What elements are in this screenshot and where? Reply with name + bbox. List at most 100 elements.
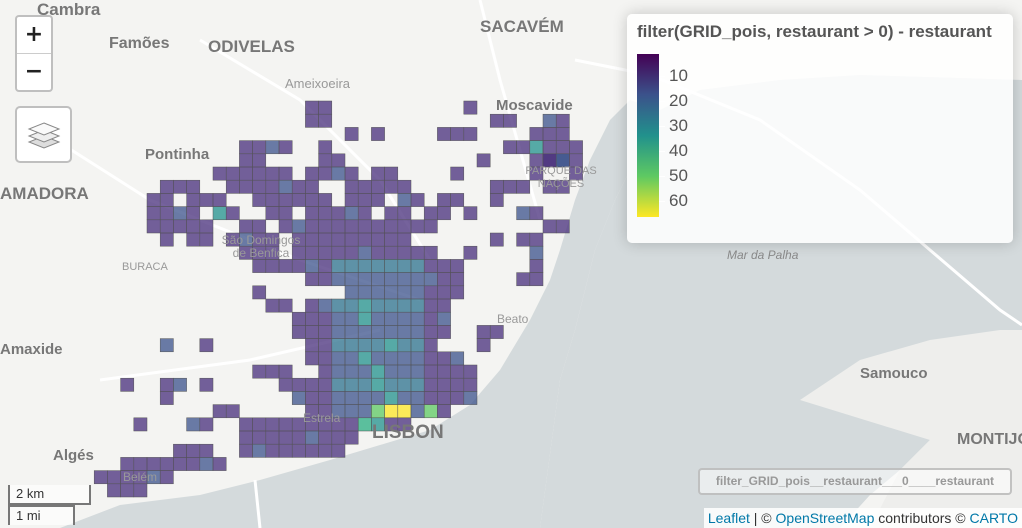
grid-cell[interactable]: [357, 391, 372, 405]
grid-cell[interactable]: [555, 140, 570, 155]
grid-cell[interactable]: [239, 443, 253, 458]
grid-cell[interactable]: [437, 325, 451, 339]
grid-cell[interactable]: [252, 219, 267, 234]
grid-cell[interactable]: [265, 298, 280, 313]
grid-cell[interactable]: [212, 166, 227, 181]
grid-cell[interactable]: [437, 206, 451, 221]
grid-cell[interactable]: [555, 179, 570, 194]
grid-cell[interactable]: [318, 351, 333, 366]
grid-cell[interactable]: [410, 364, 425, 379]
grid-cell[interactable]: [318, 259, 333, 273]
grid-cell[interactable]: [503, 113, 517, 128]
grid-cell[interactable]: [384, 285, 399, 300]
leaflet-link[interactable]: Leaflet: [707, 510, 750, 526]
grid-cell[interactable]: [463, 245, 478, 260]
grid-cell[interactable]: [107, 470, 121, 485]
grid-cell[interactable]: [305, 430, 319, 445]
grid-cell[interactable]: [397, 417, 412, 432]
grid-cell[interactable]: [318, 430, 333, 445]
grid-cell[interactable]: [278, 417, 293, 432]
grid-cell[interactable]: [331, 272, 346, 287]
grid-cell[interactable]: [397, 285, 412, 300]
grid-cell[interactable]: [331, 166, 346, 181]
grid-cell[interactable]: [146, 219, 161, 234]
grid-cell[interactable]: [120, 377, 135, 392]
grid-cell[interactable]: [450, 364, 465, 379]
grid-cell[interactable]: [410, 311, 425, 326]
grid-cell[interactable]: [371, 219, 385, 234]
grid-cell[interactable]: [384, 338, 399, 353]
grid-cell[interactable]: [225, 206, 240, 221]
grid-cell[interactable]: [344, 245, 359, 260]
grid-cell[interactable]: [410, 351, 425, 366]
grid-cell[interactable]: [318, 272, 333, 287]
grid-cell[interactable]: [159, 219, 174, 234]
grid-cell[interactable]: [305, 298, 319, 313]
grid-cell[interactable]: [397, 338, 412, 353]
grid-cell[interactable]: [529, 127, 544, 141]
grid-cell[interactable]: [159, 338, 174, 353]
grid-cell[interactable]: [397, 272, 412, 287]
grid-cell[interactable]: [278, 179, 293, 194]
grid-cell[interactable]: [199, 338, 214, 353]
grid-cell[interactable]: [371, 351, 385, 366]
grid-cell[interactable]: [423, 377, 438, 392]
grid-cell[interactable]: [291, 443, 306, 458]
grid-cell[interactable]: [437, 298, 451, 313]
grid-cell[interactable]: [384, 404, 399, 419]
grid-cell[interactable]: [239, 417, 253, 432]
grid-cell[interactable]: [318, 298, 333, 313]
grid-cell[interactable]: [542, 140, 557, 155]
grid-cell[interactable]: [423, 259, 438, 273]
grid-cell[interactable]: [437, 364, 451, 379]
grid-cell[interactable]: [357, 285, 372, 300]
grid-cell[interactable]: [357, 351, 372, 366]
grid-cell[interactable]: [437, 193, 451, 207]
grid-cell[interactable]: [159, 193, 174, 207]
grid-cell[interactable]: [278, 166, 293, 181]
grid-cell[interactable]: [331, 259, 346, 273]
grid-cell[interactable]: [450, 166, 465, 181]
grid-cell[interactable]: [450, 377, 465, 392]
grid-cell[interactable]: [146, 206, 161, 221]
grid-cell[interactable]: [410, 404, 425, 419]
grid-cell[interactable]: [278, 298, 293, 313]
grid-cell[interactable]: [278, 206, 293, 221]
grid-cell[interactable]: [278, 259, 293, 273]
grid-cell[interactable]: [384, 272, 399, 287]
grid-cell[interactable]: [463, 206, 478, 221]
grid-cell[interactable]: [173, 179, 187, 194]
grid-cell[interactable]: [450, 259, 465, 273]
grid-cell[interactable]: [397, 206, 412, 221]
grid-cell[interactable]: [159, 377, 174, 392]
grid-cell[interactable]: [331, 364, 346, 379]
grid-cell[interactable]: [397, 364, 412, 379]
grid-cell[interactable]: [410, 377, 425, 392]
grid-cell[interactable]: [265, 193, 280, 207]
grid-cell[interactable]: [344, 325, 359, 339]
grid-cell[interactable]: [239, 153, 253, 168]
grid-cell[interactable]: [344, 298, 359, 313]
grid-cell[interactable]: [542, 219, 557, 234]
grid-cell[interactable]: [357, 338, 372, 353]
grid-cell[interactable]: [397, 298, 412, 313]
grid-cell[interactable]: [423, 338, 438, 353]
grid-cell[interactable]: [331, 338, 346, 353]
grid-cell[interactable]: [423, 325, 438, 339]
grid-cell[interactable]: [93, 470, 108, 485]
grid-cell[interactable]: [371, 127, 385, 141]
grid-cell[interactable]: [397, 232, 412, 247]
grid-cell[interactable]: [423, 272, 438, 287]
grid-cell[interactable]: [384, 259, 399, 273]
grid-cell[interactable]: [371, 364, 385, 379]
grid-cell[interactable]: [384, 245, 399, 260]
grid-cell[interactable]: [186, 219, 201, 234]
grid-cell[interactable]: [463, 364, 478, 379]
grid-cell[interactable]: [357, 377, 372, 392]
grid-cell[interactable]: [371, 404, 385, 419]
grid-cell[interactable]: [384, 325, 399, 339]
grid-cell[interactable]: [318, 166, 333, 181]
grid-cell[interactable]: [344, 166, 359, 181]
grid-cell[interactable]: [225, 166, 240, 181]
grid-cell[interactable]: [318, 245, 333, 260]
